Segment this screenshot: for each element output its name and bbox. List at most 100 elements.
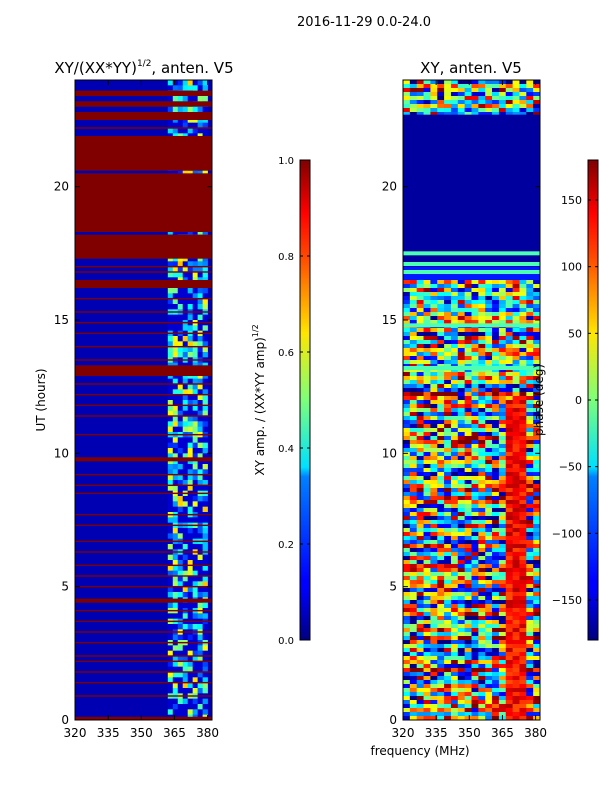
phase-cell — [437, 112, 445, 117]
phase-cell — [492, 660, 500, 665]
phase-cell — [444, 552, 452, 557]
phase-cell — [437, 656, 445, 661]
phase-cell — [437, 540, 445, 545]
phase-cell — [464, 96, 472, 101]
phase-cell — [403, 444, 411, 449]
phase-cell — [437, 108, 445, 113]
phase-cell — [437, 672, 445, 677]
phase-cell — [533, 532, 540, 537]
phase-cell — [478, 512, 486, 517]
phase-cell — [498, 476, 507, 481]
phase-cell — [464, 368, 472, 373]
phase-cell — [464, 376, 472, 381]
phase-cell — [464, 472, 472, 477]
amplitude-flag-line — [75, 332, 212, 335]
phase-cell — [505, 352, 513, 357]
phase-cell — [409, 596, 417, 601]
amplitude-cell — [192, 474, 198, 481]
phase-cell — [519, 280, 527, 285]
phase-cell — [512, 680, 520, 685]
amplitude-cell — [167, 704, 174, 710]
phase-cell — [492, 668, 500, 673]
phase-cell — [437, 396, 445, 401]
amplitude-cell — [192, 672, 198, 678]
phase-cell — [512, 500, 520, 505]
amplitude-cell — [167, 448, 174, 454]
phase-cell — [450, 580, 459, 585]
phase-cell — [498, 104, 507, 109]
phase-cell — [457, 96, 465, 101]
amplitude-cell — [182, 533, 188, 539]
phase-cell — [403, 604, 411, 609]
amplitude-cell — [197, 298, 203, 305]
phase-cell — [464, 104, 472, 109]
phase-cell — [430, 372, 438, 377]
phase-cell — [471, 540, 479, 545]
amplitude-cell — [172, 682, 179, 689]
phase-cell — [485, 328, 493, 333]
amplitude-cell — [192, 677, 198, 683]
phase-cell — [409, 652, 417, 657]
phase-cell — [430, 640, 438, 645]
phase-cell — [457, 468, 465, 473]
phase-cell — [485, 308, 493, 313]
amplitude-cell — [187, 464, 193, 470]
phase-cell — [492, 600, 500, 605]
phase-cell — [485, 616, 493, 621]
phase-cell — [437, 304, 445, 309]
amplitude-cell — [197, 325, 203, 331]
phase-cell — [533, 96, 540, 101]
phase-cell — [403, 104, 411, 109]
y-tick-label: 5 — [61, 580, 69, 594]
amplitude-cell — [192, 704, 198, 710]
phase-cell — [478, 576, 486, 581]
phase-cell — [450, 608, 459, 613]
phase-cell — [512, 556, 520, 561]
amplitude-saturated-block — [75, 457, 212, 462]
phase-cell — [512, 528, 520, 533]
phase-cell — [512, 84, 520, 89]
phase-cell — [505, 524, 513, 529]
amplitude-cell — [192, 613, 198, 619]
phase-cell — [478, 648, 486, 653]
phase-cell — [492, 84, 500, 89]
amplitude-cell — [197, 442, 203, 449]
phase-cell — [457, 636, 465, 641]
phase-cell — [526, 424, 534, 429]
phase-cell — [485, 380, 493, 385]
amplitude-cell — [202, 416, 208, 422]
phase-cell — [450, 492, 459, 497]
phase-cell — [464, 464, 472, 469]
phase-cell — [423, 628, 431, 633]
phase-cell — [478, 380, 486, 385]
phase-cell — [471, 580, 479, 585]
phase-cell — [457, 296, 465, 301]
phase-cell — [471, 428, 479, 433]
amplitude-cell — [172, 656, 179, 662]
phase-cell — [519, 640, 527, 645]
phase-cell — [492, 684, 500, 689]
phase-cell — [498, 504, 507, 509]
phase-cell — [416, 92, 424, 97]
phase-cell — [464, 424, 472, 429]
phase-cell — [416, 368, 424, 373]
amplitude-cell — [172, 437, 179, 443]
phase-cell — [478, 552, 486, 557]
phase-cell — [457, 540, 465, 545]
phase-cell — [485, 484, 493, 489]
phase-cell — [464, 444, 472, 449]
phase-cell — [526, 400, 534, 405]
phase-cell — [423, 696, 431, 701]
phase-cell — [416, 468, 424, 473]
amplitude-cell — [177, 506, 184, 513]
phase-cell — [512, 684, 520, 689]
phase-cell — [485, 396, 493, 401]
phase-cell — [444, 292, 452, 297]
phase-cell — [526, 676, 534, 681]
phase-cell — [437, 476, 445, 481]
amplitude-cell — [197, 624, 203, 630]
phase-cell — [403, 112, 411, 117]
phase-cell — [505, 404, 513, 409]
phase-cell — [464, 456, 472, 461]
phase-cell — [430, 336, 438, 341]
